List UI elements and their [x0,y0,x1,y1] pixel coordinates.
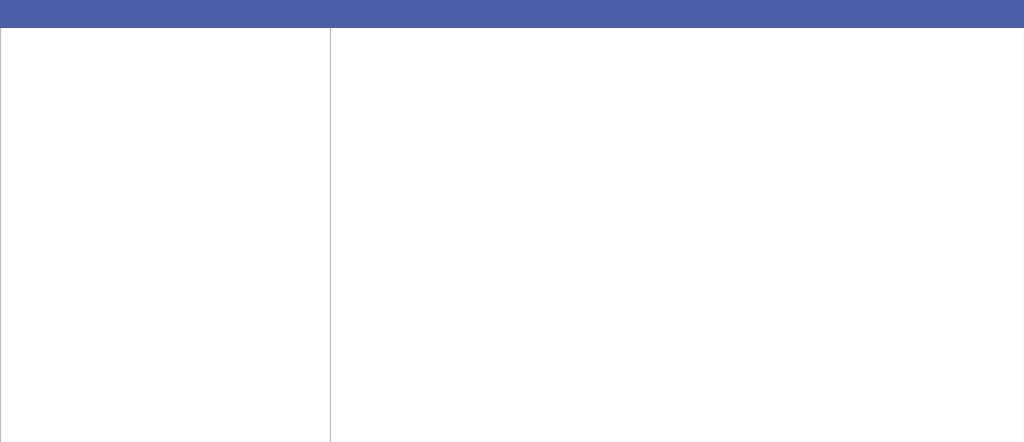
Text: Average First Day:: Average First Day: [13,205,143,218]
Bar [674,232,682,293]
Circle shape [642,59,649,63]
Bar [1002,227,1011,305]
Circle shape [638,56,654,66]
Text: Nov 11: Nov 11 [224,205,273,218]
Text: Data Display: Data Display [618,15,736,34]
Bar [912,232,921,335]
Bar [763,232,771,335]
FancyBboxPatch shape [3,13,327,108]
Text: Latest Last Day:: Latest Last Day: [13,366,97,377]
Text: Aggregated by snow year (Aug. to Jul.): Aggregated by snow year (Aug. to Jul.) [30,66,208,75]
Bar [479,274,487,305]
Text: 26.1: 26.1 [224,108,255,121]
Bar [898,210,906,335]
Bar [973,227,981,335]
Bar [584,232,592,305]
Bar [778,232,786,305]
Bar [420,227,428,305]
Circle shape [640,57,652,65]
Bar [823,232,831,315]
Text: Average Days Per Year:: Average Days Per Year: [13,108,178,121]
Circle shape [778,57,791,65]
Text: Earliest First Day:: Earliest First Day: [13,237,104,248]
Text: 1,149: 1,149 [224,141,254,151]
Bar [793,232,801,305]
Bar [808,189,816,315]
Circle shape [534,56,550,66]
Bar [629,227,637,293]
Text: Years in red have less than 90% of data available.: Years in red have less than 90% of data … [340,412,632,422]
Text: Occurrence of daily daily snowfall ≥ 0.1 in.: Occurrence of daily daily snowfall ≥ 0.1… [30,47,227,56]
Bar [644,227,652,305]
Bar [434,227,442,305]
Text: ›: › [19,47,24,57]
Circle shape [776,56,793,66]
Bar [495,227,503,315]
Text: ›: › [19,66,24,76]
Bar [613,227,622,335]
Title: First & Last Days with Daily Snowfall ≥ 0.1 in.
For station 315923 (Mt Mitchell): First & Last Days with Daily Snowfall ≥ … [548,115,853,143]
Bar [524,227,532,335]
Bar [599,227,607,335]
Circle shape [431,57,443,65]
Text: Annual Chart: Annual Chart [451,54,518,64]
Bar [539,227,547,315]
Bar [390,253,398,315]
Bar [450,227,458,305]
Text: Annual Table: Annual Table [554,54,621,64]
Bar [569,227,578,315]
X-axis label: Year: Year [688,428,712,438]
Circle shape [429,56,445,66]
Text: Statistics: Statistics [121,15,209,34]
Text: These statistics are calculated only from years with at least
90% of observation: These statistics are calculated only fro… [46,412,284,431]
Circle shape [536,57,548,65]
Bar [867,210,876,315]
Text: Latest First Day:: Latest First Day: [13,270,97,280]
Bar [928,227,936,305]
Text: ›: › [19,29,24,39]
Bar [853,210,861,315]
Bar [658,227,667,315]
Text: Apr 17: Apr 17 [224,302,271,315]
Text: ≡: ≡ [1001,102,1014,116]
Text: ›: › [19,84,24,95]
Bar [987,232,995,335]
Text: Total Days Meeting Criteria:: Total Days Meeting Criteria: [13,141,158,151]
Text: Over the station's period of record (1980 to 2023): Over the station's period of record (198… [30,84,259,93]
Text: Dec 30 (in 1986): Dec 30 (in 1986) [224,270,311,280]
Bar [688,227,696,315]
Bar [719,232,727,305]
Text: First and Last Days: First and Last Days [658,54,758,64]
Bar [554,227,562,315]
Bar [464,227,473,305]
Text: Visualization:: Visualization: [340,51,430,64]
Bar [883,210,891,335]
Bar [957,232,966,305]
Text: 🐦 @NCSCO
climate.ncsu.edu: 🐦 @NCSCO climate.ncsu.edu [926,398,1004,418]
Text: Years with Sufficient Data:: Years with Sufficient Data: [13,173,151,183]
Text: For station 315923 (Mt Mitchell): For station 315923 (Mt Mitchell) [30,29,178,38]
Text: Feb 21 (in 1994): Feb 21 (in 1994) [224,334,310,344]
Bar [703,210,712,305]
Text: The chart below shows the first and last days in each year meeting the selected : The chart below shows the first and last… [340,76,1024,85]
Bar [733,232,741,293]
Y-axis label: Date: Date [346,259,356,285]
Text: 36: 36 [224,173,238,183]
Text: Longest Streaks: Longest Streaks [797,54,881,64]
Bar [749,232,757,335]
Bar [942,227,950,305]
Text: Earliest Last Day:: Earliest Last Day: [13,334,104,344]
Text: May 14 (in 1996): May 14 (in 1996) [224,366,313,377]
Bar [509,227,517,335]
Bar [838,227,846,315]
Bar [404,232,413,293]
Text: Average Last Day:: Average Last Day: [13,302,141,315]
Text: Oct 5 (in 1980): Oct 5 (in 1980) [224,237,303,248]
